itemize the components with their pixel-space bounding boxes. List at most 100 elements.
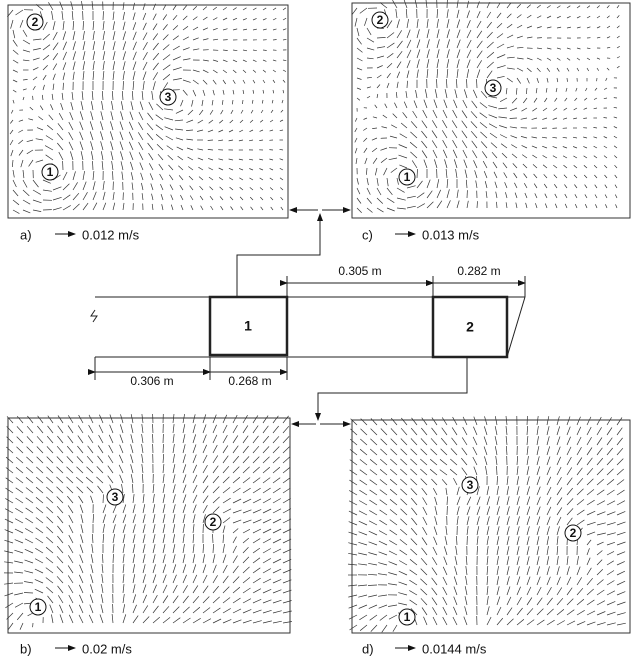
velocity-vector bbox=[182, 79, 191, 83]
velocity-vector bbox=[122, 544, 125, 554]
velocity-vector bbox=[68, 545, 74, 554]
velocity-vector bbox=[484, 181, 488, 189]
velocity-vector bbox=[439, 469, 448, 476]
velocity-vector bbox=[269, 168, 274, 171]
velocity-vector bbox=[22, 199, 31, 205]
velocity-vector bbox=[162, 514, 166, 524]
velocity-vector bbox=[506, 486, 510, 496]
velocity-vector bbox=[139, 162, 144, 171]
velocity-vector bbox=[456, 535, 458, 546]
velocity-vector bbox=[66, 456, 74, 464]
velocity-vector bbox=[576, 509, 585, 516]
velocity-vector bbox=[232, 28, 238, 31]
velocity-vector bbox=[42, 74, 47, 81]
velocity-vector bbox=[151, 203, 154, 211]
velocity-vector bbox=[563, 164, 568, 169]
velocity-vector bbox=[56, 556, 64, 564]
velocity-vector bbox=[129, 111, 134, 121]
velocity-vector bbox=[121, 90, 124, 101]
velocity-vector bbox=[9, 129, 14, 135]
velocity-vector bbox=[420, 458, 428, 466]
velocity-vector bbox=[14, 571, 24, 574]
velocity-vector bbox=[42, 33, 50, 41]
velocity-vector bbox=[175, 137, 184, 141]
velocity-vector bbox=[388, 614, 398, 620]
velocity-vector bbox=[119, 121, 124, 131]
dimension-label: 0.305 m bbox=[338, 264, 381, 278]
velocity-vector bbox=[526, 425, 529, 436]
velocity-vector bbox=[16, 436, 24, 444]
velocity-vector bbox=[526, 566, 530, 576]
velocity-vector bbox=[162, 74, 171, 81]
velocity-vector bbox=[68, 604, 74, 614]
velocity-vector bbox=[436, 39, 440, 49]
velocity-vector bbox=[349, 449, 358, 456]
velocity-vector bbox=[252, 598, 262, 604]
marker-label: 1 bbox=[35, 600, 42, 614]
velocity-vector bbox=[444, 89, 448, 99]
velocity-vector bbox=[100, 141, 104, 151]
velocity-vector bbox=[378, 573, 388, 576]
velocity-vector bbox=[78, 414, 84, 424]
velocity-vector bbox=[413, 100, 418, 109]
velocity-vector bbox=[390, 448, 398, 456]
velocity-vector bbox=[86, 486, 94, 494]
velocity-vector bbox=[132, 51, 137, 61]
velocity-vector bbox=[242, 509, 252, 514]
velocity-vector bbox=[238, 158, 244, 161]
velocity-vector bbox=[505, 426, 508, 436]
velocity-vector bbox=[442, 596, 448, 606]
velocity-vector bbox=[576, 577, 582, 586]
velocity-vector bbox=[409, 559, 418, 566]
velocity-vector bbox=[566, 576, 572, 586]
velocity-vector bbox=[388, 157, 398, 161]
velocity-vector bbox=[526, 608, 534, 616]
velocity-vector bbox=[492, 161, 498, 169]
velocity-vector bbox=[58, 595, 64, 604]
velocity-vector bbox=[596, 57, 601, 60]
velocity-vector bbox=[90, 495, 94, 504]
velocity-vector bbox=[390, 167, 398, 173]
velocity-vector bbox=[14, 549, 24, 554]
velocity-vector bbox=[141, 464, 144, 474]
velocity-vector bbox=[432, 616, 438, 626]
velocity-vector bbox=[546, 47, 552, 50]
velocity-vector bbox=[169, 174, 174, 181]
velocity-vector bbox=[141, 444, 144, 454]
velocity-vector bbox=[586, 599, 595, 606]
velocity-vector bbox=[472, 456, 478, 466]
velocity-vector bbox=[180, 194, 184, 201]
velocity-vector bbox=[152, 534, 156, 544]
velocity-vector bbox=[436, 200, 443, 209]
velocity-vector bbox=[172, 564, 177, 574]
velocity-vector bbox=[556, 47, 562, 50]
velocity-vector bbox=[70, 151, 74, 161]
velocity-vector bbox=[505, 445, 508, 456]
velocity-vector bbox=[604, 87, 608, 90]
velocity-vector bbox=[222, 586, 230, 594]
velocity-vector bbox=[486, 526, 490, 536]
velocity-vector bbox=[72, 61, 76, 71]
velocity-vector bbox=[102, 51, 106, 61]
velocity-vector bbox=[432, 109, 438, 119]
velocity-vector bbox=[421, 607, 428, 616]
velocity-vector bbox=[260, 196, 264, 201]
velocity-vector bbox=[4, 518, 14, 524]
velocity-vector bbox=[222, 79, 226, 85]
velocity-vector bbox=[480, 141, 488, 149]
velocity-vector bbox=[192, 454, 197, 464]
velocity-vector bbox=[593, 145, 598, 149]
velocity-vector bbox=[35, 497, 44, 504]
velocity-vector bbox=[6, 416, 14, 424]
velocity-vector bbox=[222, 49, 228, 51]
velocity-vector bbox=[272, 599, 282, 604]
velocity-vector bbox=[586, 499, 595, 506]
velocity-vector bbox=[51, 614, 54, 624]
velocity-vector bbox=[79, 554, 84, 564]
velocity-vector bbox=[192, 554, 196, 564]
velocity-vector bbox=[400, 498, 408, 506]
velocity-vector bbox=[72, 20, 75, 31]
velocity-vector bbox=[596, 622, 606, 626]
velocity-vector bbox=[506, 496, 510, 506]
velocity-vector bbox=[476, 201, 478, 209]
